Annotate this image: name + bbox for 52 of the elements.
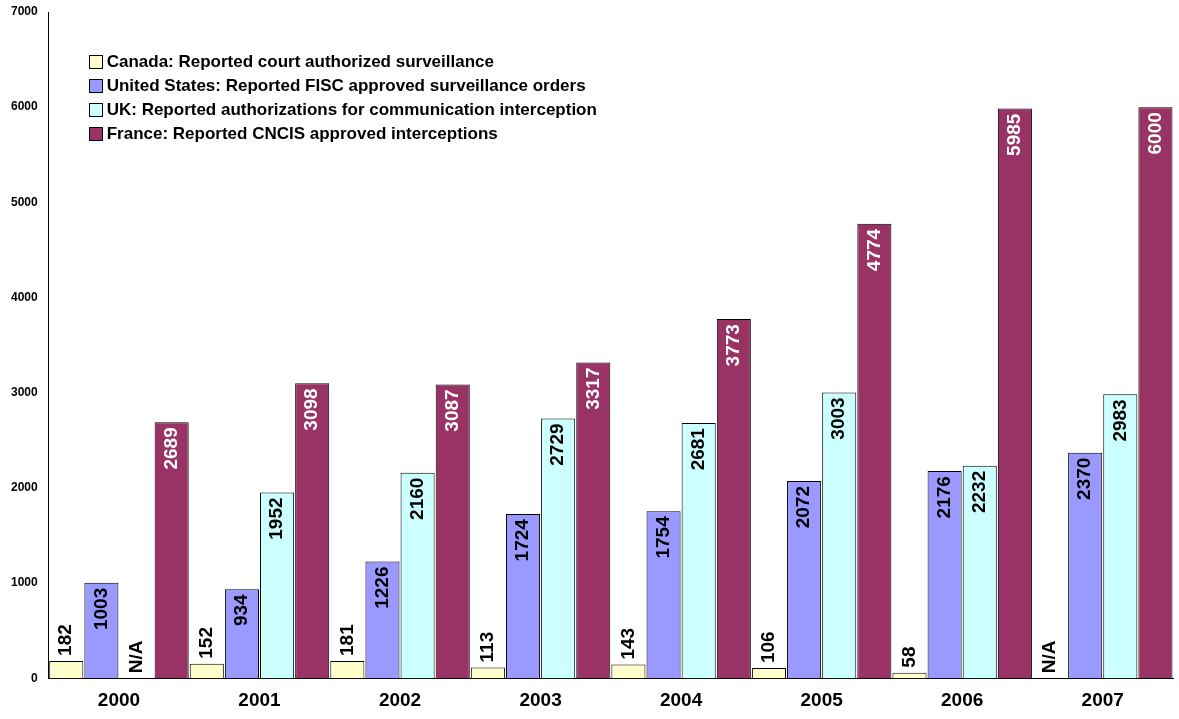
legend-label: Canada: Reported court authorized surveillance [106,51,494,73]
data-label: 2232 [967,470,989,514]
legend-label: United States: Reported FISC approved surveillance orders [106,75,586,97]
data-label: 5985 [1003,113,1025,156]
data-label: 106 [757,631,779,664]
x-tick-label: 2005 [800,688,844,710]
y-tick-label: 0 [31,670,39,685]
x-tick-label: 2002 [378,688,422,710]
data-label: 934 [230,593,252,627]
data-label: 1724 [511,518,533,562]
data-label: 6000 [1143,112,1165,155]
data-label: 2072 [792,486,814,529]
data-label: 58 [897,646,919,668]
y-tick-label: 6000 [10,99,39,114]
data-label: 2983 [1108,399,1130,442]
data-label: 1003 [89,587,111,631]
data-label: 3003 [827,397,849,440]
data-label: 181 [335,623,357,656]
data-label: 152 [195,627,217,659]
y-tick-label: 7000 [10,4,39,19]
y-tick-label: 3000 [10,385,39,399]
data-label: 3317 [581,367,603,410]
data-label: 3773 [722,324,744,367]
y-tick-label: 1000 [10,575,39,590]
y-tick-label: 2000 [10,480,39,495]
x-tick-label: 2006 [941,688,984,710]
x-tick-label: 2007 [1081,688,1124,710]
data-label: 1754 [651,515,673,559]
data-label: 1952 [265,497,287,540]
data-label: 2176 [932,476,954,519]
data-label: 182 [54,624,76,656]
legend-label: UK: Reported authorizations for communication interception [106,99,597,121]
data-label: 2689 [159,427,181,470]
data-label: 2160 [405,477,427,520]
x-tick-label: 2001 [238,688,282,710]
y-tick-label: 5000 [10,194,39,209]
text: N/A [124,640,146,674]
data-label: 4774 [862,228,884,272]
x-tick-label: 2003 [519,688,562,710]
y-tick-label: 4000 [10,289,39,304]
data-label: 143 [616,627,638,660]
data-label: 3098 [300,388,322,431]
data-label: 1226 [370,566,392,609]
data-label: 3087 [440,389,462,432]
data-label: 113 [476,631,498,663]
data-label: 2729 [546,423,568,466]
x-tick-label: 2004 [659,688,703,710]
text: N/A [1038,640,1060,674]
data-label: 2681 [686,427,708,471]
x-tick-label: 2000 [97,688,141,710]
data-label: 2370 [1073,457,1095,500]
legend-label: France: Reported CNCIS approved interceptions [106,123,498,145]
